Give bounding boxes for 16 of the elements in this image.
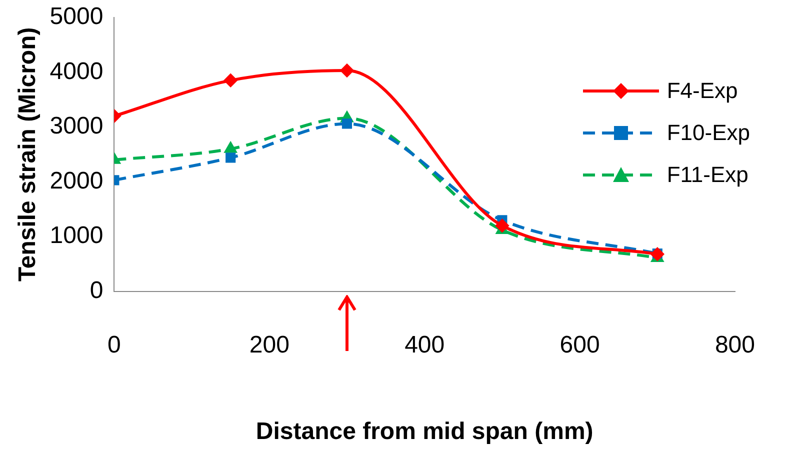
x-tick-label: 0 — [108, 331, 121, 358]
legend-label: F10-Exp — [666, 120, 750, 146]
y-tick-label: 5000 — [50, 3, 104, 30]
y-tick-label: 1000 — [50, 222, 104, 250]
x-tick-label: 400 — [404, 331, 445, 358]
x-tick-label: 600 — [560, 331, 600, 358]
legend-label: F11-Exp — [666, 162, 748, 188]
y-tick-label: 2000 — [50, 167, 104, 194]
y-axis-title: Tensile strain (Micron) — [14, 27, 42, 282]
x-axis-title: Distance from mid span (mm) — [256, 418, 594, 446]
y-tick-label: 0 — [90, 277, 104, 304]
y-tick-label: 3000 — [50, 112, 104, 140]
legend-label: F4-Exp — [666, 78, 738, 104]
y-tick-label: 4000 — [50, 58, 104, 85]
x-tick-label: 200 — [249, 331, 290, 358]
x-tick-label: 800 — [714, 331, 755, 358]
